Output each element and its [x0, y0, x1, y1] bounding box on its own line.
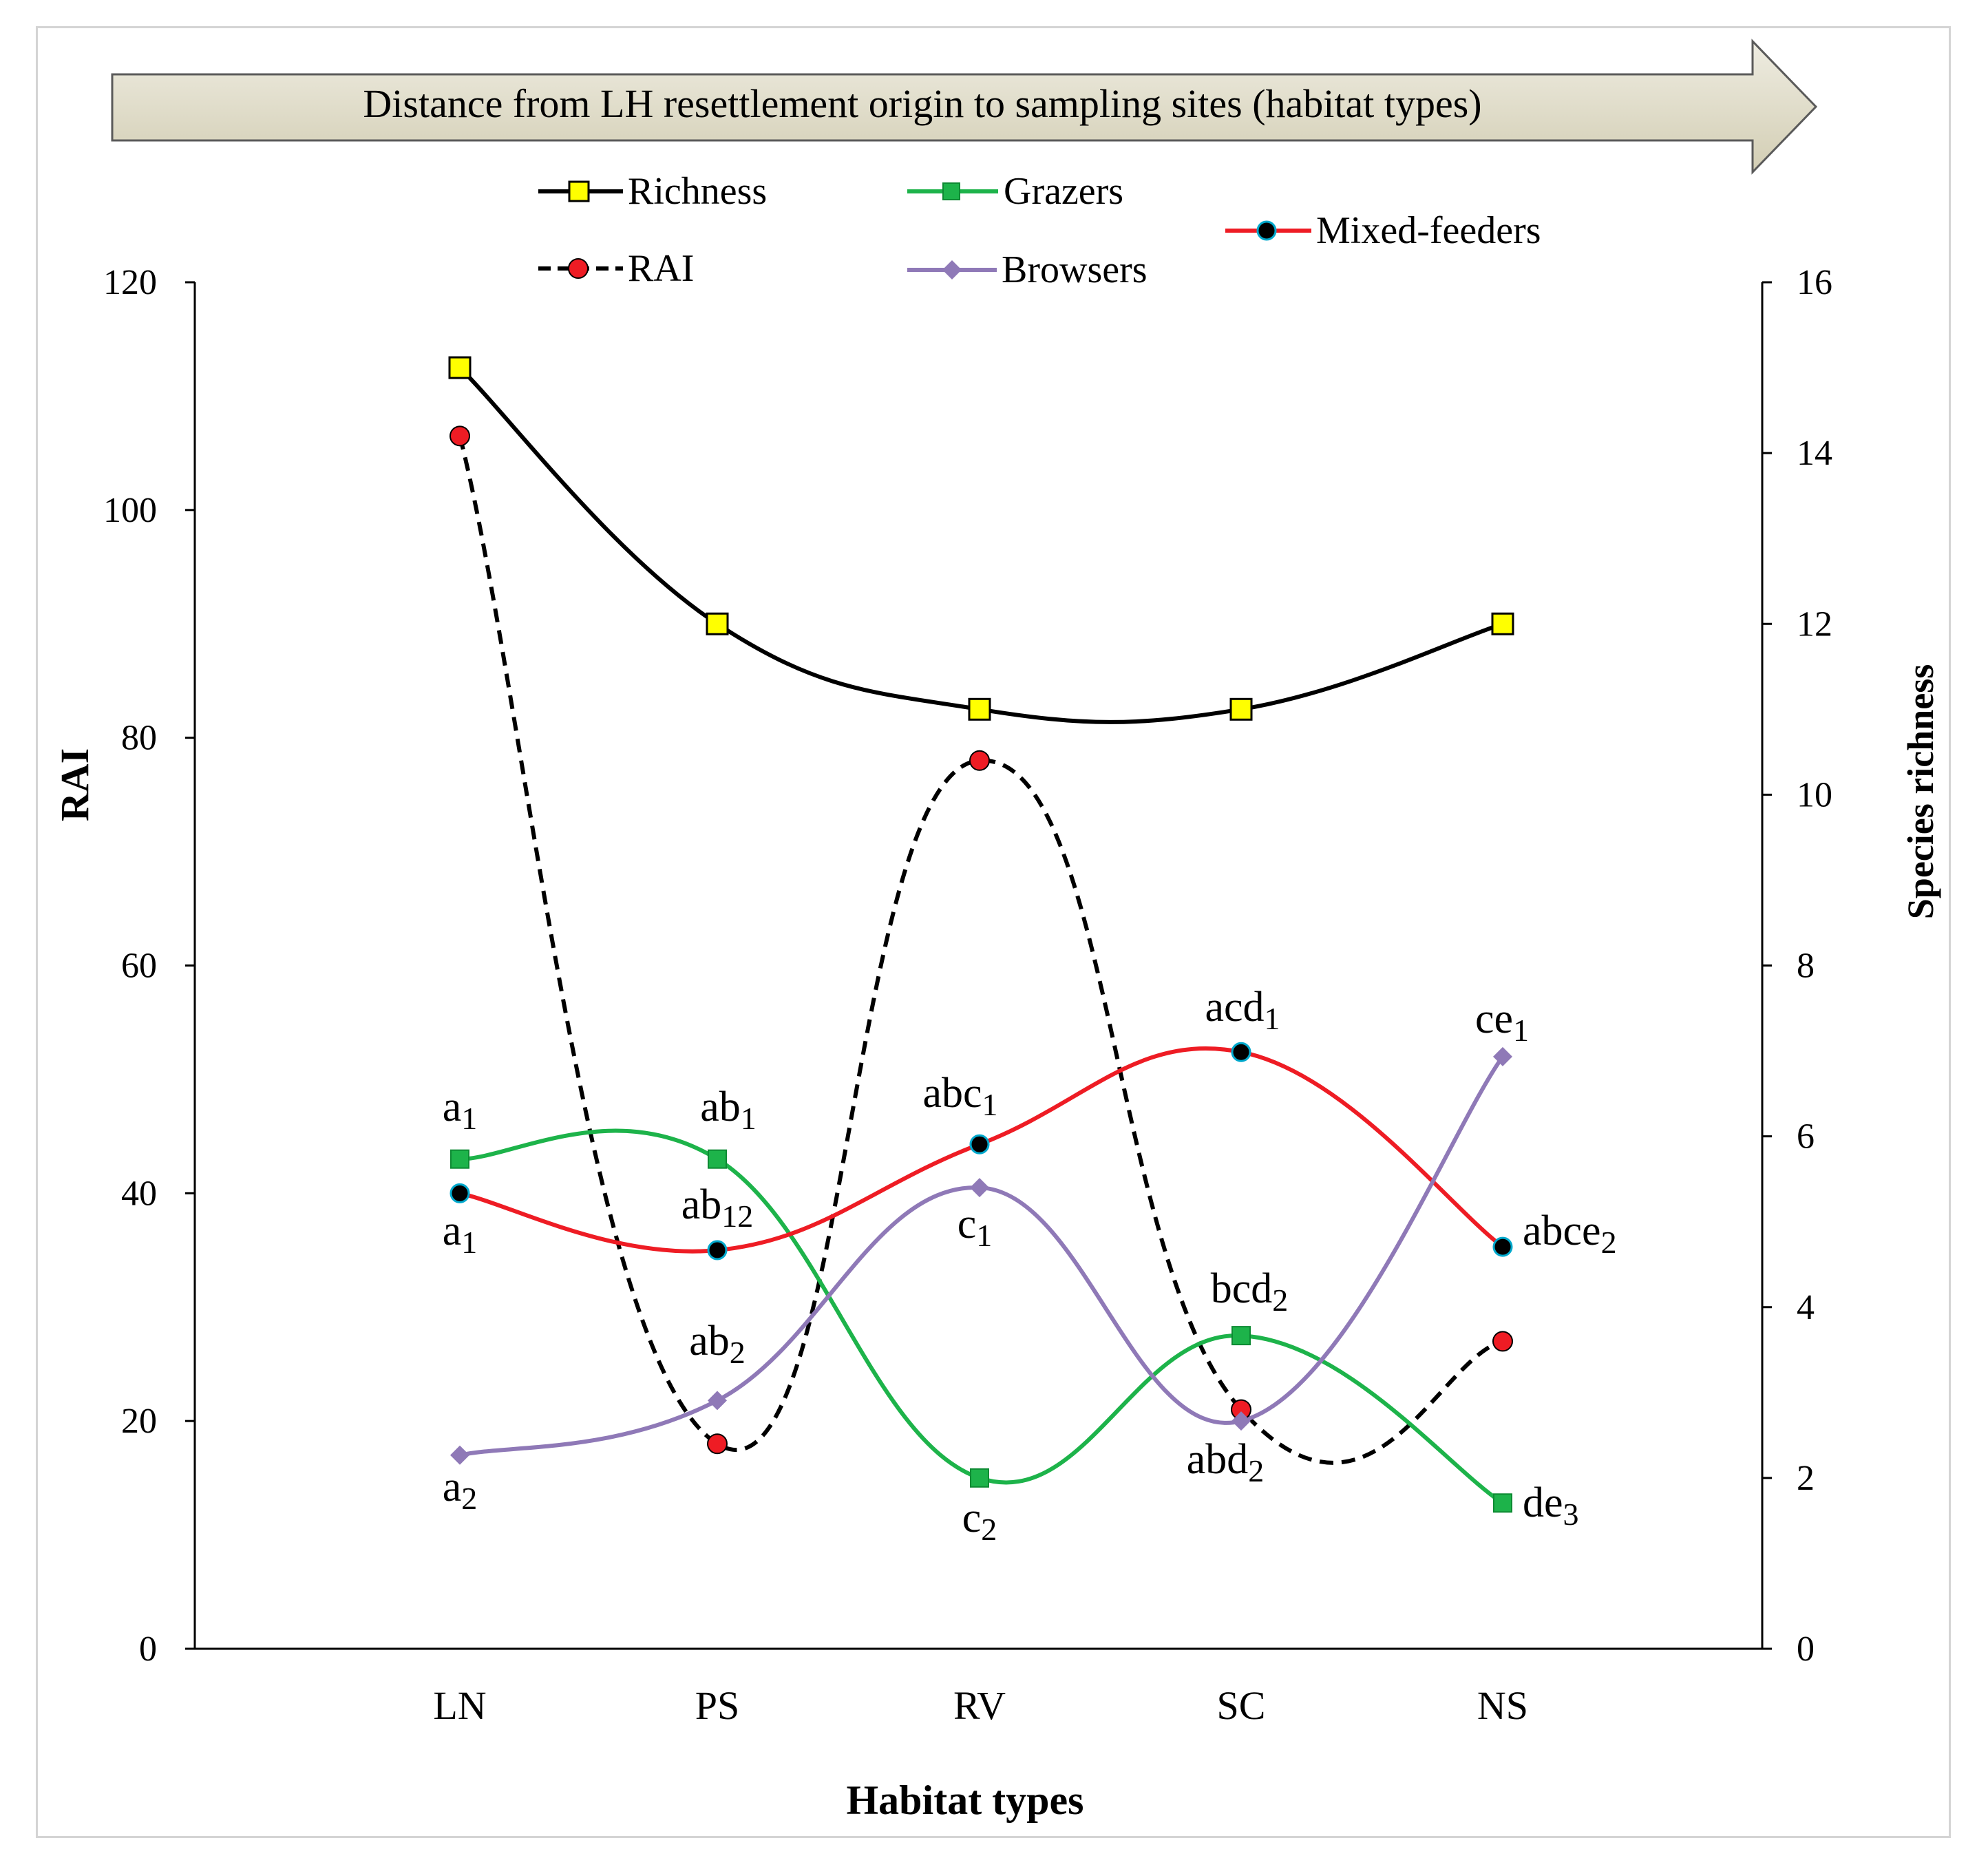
- y2-tick-label: 0: [1797, 1629, 1815, 1669]
- data-label-mixed: ab12: [681, 1181, 754, 1234]
- data-label-grazers: c2: [962, 1495, 997, 1547]
- data-label-browsers: ce1: [1475, 995, 1529, 1048]
- y2-tick-label: 2: [1797, 1459, 1815, 1498]
- legend-label-grazers: Grazers: [1004, 170, 1123, 213]
- y-axis-label: RAI: [52, 748, 97, 821]
- y2-tick-label: 8: [1797, 947, 1815, 986]
- x-tick-label: PS: [695, 1683, 740, 1728]
- y-tick-label: 80: [121, 719, 157, 758]
- data-labels: a1 ab1 c2 bcd2 de3 a1 ab12 abc1 acd1 abce2 a2 ab2 c1…: [443, 984, 1617, 1547]
- x-axis-ticks: LN PS RV SC NS: [433, 1683, 1528, 1728]
- marker-rai: [1492, 1331, 1513, 1352]
- y-tick-label: 0: [139, 1629, 157, 1669]
- y-tick-label: 120: [103, 263, 157, 302]
- marker-richness: [448, 356, 472, 379]
- legend-item-mixed: Mixed-feeders: [1225, 209, 1541, 252]
- banner-text: Distance from LH resettlement origin to …: [363, 81, 1481, 126]
- left-axis: 0 20 40 60 80 100 120: [103, 263, 196, 1669]
- y2-axis-label: Species richness: [1900, 664, 1941, 920]
- y-tick-label: 20: [121, 1402, 157, 1441]
- marker-rai: [969, 750, 990, 771]
- data-label-browsers: ab2: [689, 1318, 746, 1370]
- legend-item-grazers: Grazers: [907, 170, 1123, 213]
- marker-mixed: [707, 1240, 728, 1261]
- marker-mixed: [1231, 1042, 1251, 1062]
- banner-arrow: [111, 39, 1818, 175]
- series-line-richness: [458, 366, 1503, 724]
- figure-frame: [36, 26, 1951, 1838]
- data-label-grazers: a1: [443, 1084, 478, 1136]
- right-axis-ticks: 0 2 4 6 8 10 12 14 16: [1762, 263, 1832, 1669]
- data-label-grazers: de3: [1523, 1479, 1579, 1532]
- right-axis: 0 2 4 6 8 10 12 14 16: [1761, 263, 1832, 1669]
- y2-tick-label: 16: [1797, 263, 1832, 302]
- marker-richness: [1491, 612, 1514, 635]
- marker-browsers: [708, 1391, 727, 1411]
- marker-mixed: [450, 1183, 470, 1203]
- marker-richness: [1229, 697, 1253, 721]
- marker-grazers: [1231, 1326, 1251, 1346]
- legend-label-richness: Richness: [628, 170, 767, 213]
- series-group: [448, 356, 1514, 1513]
- marker-rai: [707, 1433, 728, 1455]
- x-tick-label: RV: [953, 1683, 1006, 1728]
- marker-grazers: [970, 1468, 989, 1488]
- data-label-mixed: abc1: [922, 1070, 997, 1122]
- marker-browsers: [970, 1178, 989, 1198]
- marker-richness: [968, 697, 991, 721]
- legend: Richness RAI Grazers Browsers Mixed-feed…: [538, 170, 1541, 291]
- y-tick-label: 40: [121, 1174, 157, 1213]
- data-label-browsers: abd2: [1187, 1436, 1265, 1488]
- marker-mixed: [969, 1134, 990, 1154]
- y2-tick-label: 14: [1797, 434, 1832, 473]
- y2-tick-label: 10: [1797, 775, 1832, 814]
- y2-tick-label: 12: [1797, 604, 1832, 644]
- marker-rai: [450, 425, 470, 447]
- x-axis-label: Habitat types: [847, 1778, 1084, 1823]
- y2-tick-label: 4: [1797, 1288, 1815, 1327]
- y-tick-label: 60: [121, 947, 157, 986]
- legend-item-rai: RAI: [538, 247, 694, 290]
- marker-richness: [706, 612, 729, 635]
- x-tick-label: NS: [1477, 1683, 1528, 1728]
- marker-grazers: [450, 1149, 469, 1169]
- marker-grazers: [708, 1149, 727, 1169]
- legend-label-mixed: Mixed-feeders: [1316, 209, 1541, 252]
- legend-label-rai: RAI: [628, 247, 694, 290]
- marker-browsers: [1493, 1046, 1512, 1066]
- series-line-mixed: [459, 1046, 1504, 1254]
- y-tick-label: 100: [103, 491, 157, 530]
- marker-grazers: [1493, 1493, 1512, 1513]
- legend-item-richness: Richness: [538, 170, 767, 213]
- x-tick-label: LN: [433, 1683, 486, 1728]
- data-label-grazers: bcd2: [1211, 1265, 1289, 1318]
- left-axis-ticks: 0 20 40 60 80 100 120: [103, 263, 195, 1669]
- marker-mixed: [1492, 1236, 1513, 1257]
- data-label-mixed: abce2: [1523, 1207, 1617, 1260]
- data-label-grazers: ab1: [700, 1084, 757, 1136]
- data-label-browsers: a2: [443, 1464, 478, 1516]
- data-label-browsers: c1: [958, 1201, 993, 1253]
- marker-browsers: [1231, 1411, 1251, 1431]
- marker-browsers: [450, 1445, 469, 1465]
- legend-item-browsers: Browsers: [907, 249, 1148, 291]
- x-tick-label: SC: [1217, 1683, 1266, 1728]
- y2-tick-label: 6: [1797, 1117, 1815, 1157]
- legend-label-browsers: Browsers: [1002, 249, 1148, 291]
- data-label-mixed: a1: [443, 1207, 478, 1260]
- series-line-rai: [458, 435, 1503, 1465]
- data-label-mixed: acd1: [1205, 984, 1280, 1036]
- series-line-browsers: [459, 1055, 1505, 1457]
